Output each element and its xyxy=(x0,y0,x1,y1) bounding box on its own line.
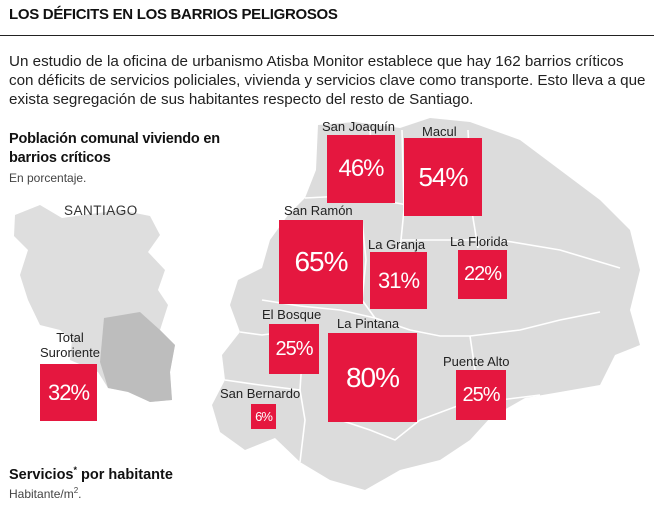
total-label: Total Suroriente xyxy=(30,330,110,360)
services-subtitle-main: Habitante/m xyxy=(9,487,74,501)
comuna-label-san-joaquin: San Joaquín xyxy=(322,119,396,134)
comuna-value-el-bosque: 25% xyxy=(275,337,313,360)
services-subtitle: Habitante/m2. xyxy=(9,486,82,501)
services-subtitle-end: . xyxy=(78,487,82,501)
population-title: Población comunal viviendo en barrios cr… xyxy=(9,131,220,166)
overview-sector-shape xyxy=(100,312,175,402)
total-box xyxy=(40,364,97,421)
comuna-value-la-pintana: 80% xyxy=(345,361,400,393)
total-value: 32% xyxy=(47,379,90,405)
santiago-label: SANTIAGO xyxy=(64,203,138,218)
comuna-box-la-granja xyxy=(370,252,427,309)
services-title: Servicios* por habitante xyxy=(9,465,173,483)
comuna-label-la-pintana: La Pintana xyxy=(337,316,400,331)
comuna-box-san-joaquin xyxy=(327,135,395,203)
title-divider xyxy=(0,35,654,36)
services-subtitle-sup: 2 xyxy=(73,486,79,495)
comuna-box-macul xyxy=(404,138,482,216)
comuna-box-la-florida xyxy=(458,250,507,299)
total-label-line2: Suroriente xyxy=(40,345,100,360)
comuna-box-san-ramon xyxy=(279,220,363,304)
comuna-box-puente-alto xyxy=(456,370,506,420)
comuna-value-san-joaquin: 46% xyxy=(338,155,384,182)
comuna-label-el-bosque: El Bosque xyxy=(262,307,322,322)
comuna-value-macul: 54% xyxy=(418,161,468,192)
total-label-line1: Total xyxy=(56,330,84,345)
comuna-label-san-bernardo: San Bernardo xyxy=(220,386,301,401)
comuna-label-san-ramon: San Ramón xyxy=(284,203,353,218)
comuna-box-san-bernardo xyxy=(251,404,276,429)
services-title-main: Servicios xyxy=(9,466,74,483)
comuna-value-san-ramon: 65% xyxy=(294,246,348,277)
comuna-label-puente-alto: Puente Alto xyxy=(443,354,510,369)
comuna-label-la-granja: La Granja xyxy=(368,237,426,252)
intro-text: Un estudio de la oficina de urbanismo At… xyxy=(9,53,646,108)
comuna-label-macul: Macul xyxy=(422,124,457,139)
page-title: LOS DÉFICITS EN LOS BARRIOS PELIGROSOS xyxy=(9,6,338,23)
comuna-value-la-florida: 22% xyxy=(463,263,502,285)
comuna-box-la-pintana xyxy=(328,333,417,422)
services-asterisk: * xyxy=(73,465,78,475)
population-subtitle: En porcentaje. xyxy=(9,171,87,185)
services-title-rest: por habitante xyxy=(77,466,173,483)
comuna-value-san-bernardo: 6% xyxy=(255,409,273,424)
comuna-box-el-bosque xyxy=(269,324,319,374)
comuna-label-la-florida: La Florida xyxy=(450,234,508,249)
comuna-value-puente-alto: 25% xyxy=(462,383,500,406)
comuna-value-la-granja: 31% xyxy=(377,267,420,293)
